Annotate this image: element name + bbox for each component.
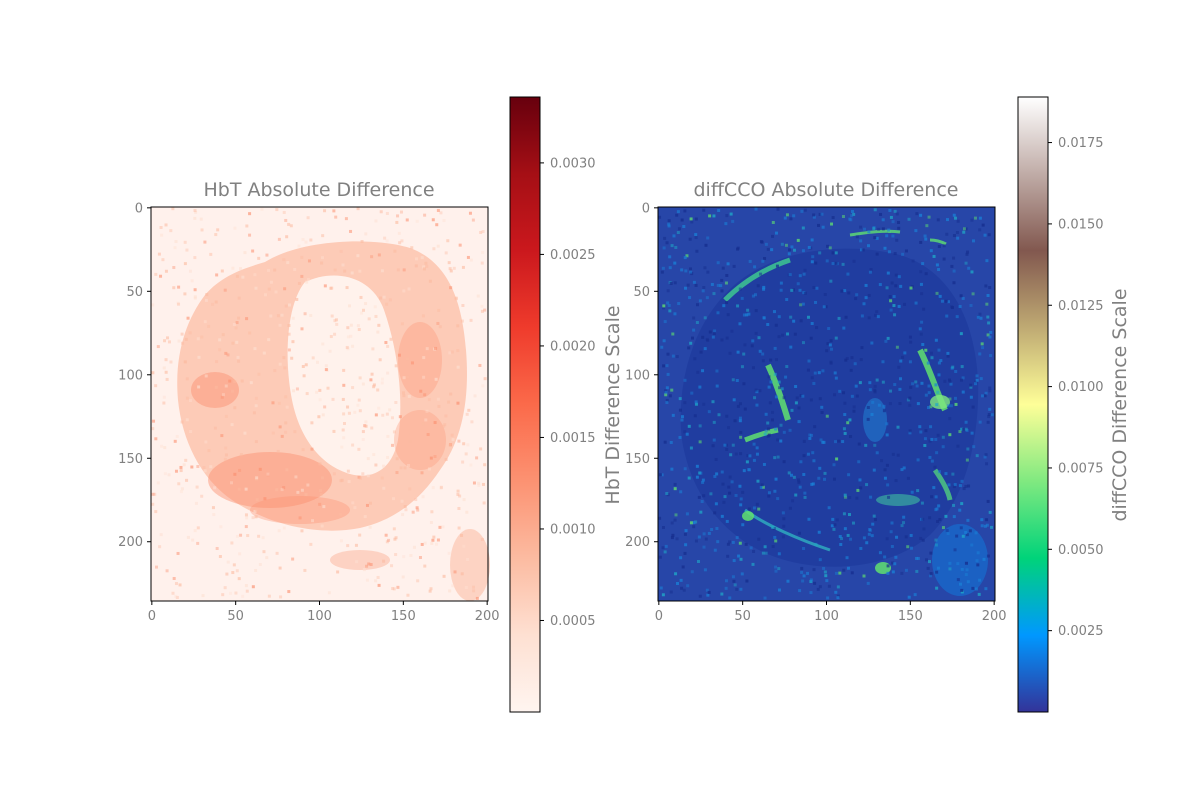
cco-panel: diffCCO Absolute Difference 0 50 100 150 200…	[625, 96, 1131, 713]
cco-y-tick-label: 0	[642, 201, 650, 216]
cco-y-tick-label: 150	[625, 452, 650, 467]
hbt-colorbar: 0.0005 0.0010 0.0015 0.0020 0.0025 0.0030 HbT…	[509, 96, 624, 713]
cco-colorbar-tick-label: 0.0075	[1058, 461, 1104, 476]
hbt-heatmap	[150, 206, 490, 602]
cco-colorbar-tick-label: 0.0050	[1058, 543, 1104, 558]
cco-colorbar-tick-label: 0.0150	[1058, 217, 1104, 232]
hbt-y-tick-label: 150	[118, 452, 143, 467]
hbt-speckle	[151, 207, 487, 600]
cco-x-tick-label: 50	[734, 609, 751, 624]
cco-colorbar-label: diffCCO Difference Scale	[1109, 288, 1131, 521]
hbt-y-tick-label: 50	[126, 285, 143, 300]
cco-colorbar-tick-label: 0.0025	[1058, 624, 1104, 639]
hbt-core	[287, 275, 401, 476]
cco-x-tick-label: 200	[982, 609, 1007, 624]
hbt-x-tick-label: 0	[148, 609, 156, 624]
cco-x-axis: 0 50 100 150 200	[655, 601, 1007, 624]
cco-colorbar-tick-label: 0.0125	[1058, 299, 1104, 314]
cco-ring	[680, 248, 979, 567]
hbt-title: HbT Absolute Difference	[203, 179, 434, 201]
hbt-colorbar-label: HbT Difference Scale	[602, 305, 624, 504]
cco-x-tick-label: 0	[655, 609, 663, 624]
cco-colorbar-ticks: 0.0025 0.0050 0.0075 0.0100 0.0125 0.0150 0.01…	[1048, 136, 1104, 639]
hbt-colorbar-tick-label: 0.0010	[550, 522, 596, 537]
hbt-y-tick-label: 100	[118, 368, 143, 383]
cco-y-tick-label: 200	[625, 535, 650, 550]
cco-y-tick-label: 50	[633, 285, 650, 300]
cco-y-axis: 0 50 100 150 200	[625, 201, 658, 550]
hbt-y-axis: 0 50 100 150 200	[118, 201, 151, 550]
hbt-x-tick-label: 200	[475, 609, 500, 624]
cco-heatmap	[657, 206, 996, 602]
hbt-colorbar-tick-label: 0.0015	[550, 431, 596, 446]
hbt-x-tick-label: 100	[307, 609, 332, 624]
hbt-colorbar-ticks: 0.0005 0.0010 0.0015 0.0020 0.0025 0.0030	[540, 156, 596, 629]
cco-x-tick-label: 150	[898, 609, 923, 624]
cco-x-tick-label: 100	[814, 609, 839, 624]
hbt-y-tick-label: 200	[118, 535, 143, 550]
hbt-colorbar-tick-label: 0.0005	[550, 614, 596, 629]
hbt-x-tick-label: 150	[391, 609, 416, 624]
hbt-panel: HbT Absolute Difference 0 50 100 150 200 0 50…	[118, 96, 624, 713]
hbt-x-tick-label: 50	[227, 609, 244, 624]
cco-colorbar-tick-label: 0.0175	[1058, 136, 1104, 151]
hbt-colorbar-tick-label: 0.0020	[550, 339, 596, 354]
cco-y-tick-label: 100	[625, 368, 650, 383]
cco-colorbar: 0.0025 0.0050 0.0075 0.0100 0.0125 0.0150 0.01…	[1017, 96, 1131, 713]
cco-speckle	[658, 207, 994, 600]
cco-colorbar-tick-label: 0.0100	[1058, 380, 1104, 395]
cco-title: diffCCO Absolute Difference	[694, 179, 959, 201]
hbt-colorbar-tick-label: 0.0030	[550, 156, 596, 171]
hbt-y-tick-label: 0	[135, 201, 143, 216]
hbt-x-axis: 0 50 100 150 200	[148, 601, 500, 624]
hbt-colorbar-tick-label: 0.0025	[550, 248, 596, 263]
